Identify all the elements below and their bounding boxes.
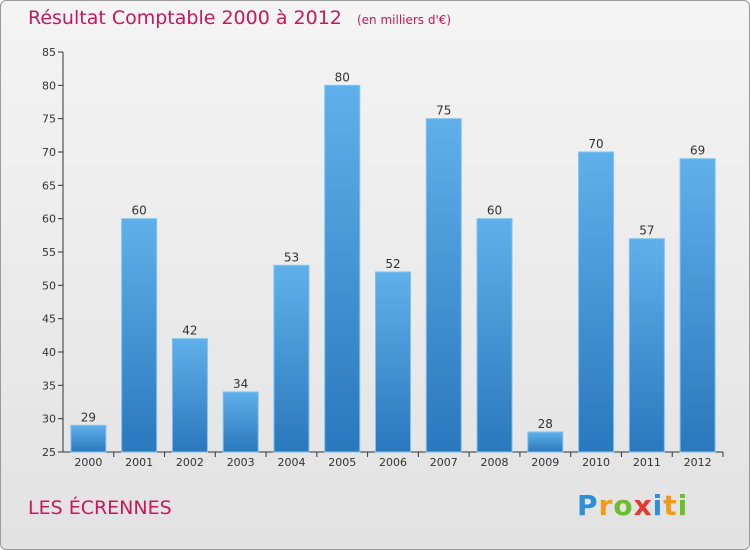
x-tick-label: 2012 xyxy=(684,456,712,469)
y-tick-label: 55 xyxy=(42,246,56,259)
bar-2007 xyxy=(425,118,462,453)
y-tick-label: 30 xyxy=(42,413,56,426)
bar-2001 xyxy=(121,218,158,453)
logo-letter: o xyxy=(613,489,634,522)
logo-letter: x xyxy=(633,489,653,522)
bar-2011 xyxy=(628,238,665,453)
y-tick-label: 45 xyxy=(42,313,56,326)
x-tick-label: 2000 xyxy=(74,456,102,469)
data-label: 29 xyxy=(81,410,96,424)
commune-name: LES ÉCRENNES xyxy=(28,497,172,519)
logo-letter: i xyxy=(677,489,689,522)
chart-title-block: Résultat Comptable 2000 à 2012 (en milli… xyxy=(28,7,451,29)
logo-letter: P xyxy=(577,489,599,522)
bar-2006 xyxy=(375,271,411,453)
bar-2003 xyxy=(222,391,259,453)
y-tick-label: 65 xyxy=(42,179,56,192)
bar-2005 xyxy=(324,84,361,453)
y-tick-label: 50 xyxy=(42,279,56,292)
bar-2009 xyxy=(527,431,564,453)
x-tick-label: 2001 xyxy=(125,456,153,469)
bar-2010 xyxy=(578,151,615,453)
bar-2008 xyxy=(476,218,513,453)
logo-letter: i xyxy=(652,489,664,522)
data-label: 60 xyxy=(487,204,502,218)
x-tick-label: 2002 xyxy=(176,456,204,469)
y-tick-label: 40 xyxy=(42,346,56,359)
data-label: 42 xyxy=(182,324,197,338)
data-label: 70 xyxy=(588,137,603,151)
x-tick-label: 2003 xyxy=(227,456,255,469)
y-tick-label: 60 xyxy=(42,213,56,226)
bar-2012 xyxy=(679,158,716,453)
data-label: 69 xyxy=(690,144,705,158)
chart-title: Résultat Comptable 2000 à 2012 xyxy=(28,7,342,29)
unit-label: (en milliers d'€) xyxy=(356,13,452,27)
logo-letter: t xyxy=(663,489,678,522)
data-label: 52 xyxy=(385,257,400,271)
data-label: 28 xyxy=(538,417,553,431)
proxiti-logo[interactable]: Proxiti xyxy=(577,489,688,522)
x-tick-label: 2006 xyxy=(379,456,407,469)
y-tick-label: 70 xyxy=(42,146,56,159)
bars xyxy=(70,84,716,453)
bar-2002 xyxy=(171,338,208,453)
data-label: 75 xyxy=(436,104,451,118)
x-tick-label: 2007 xyxy=(430,456,458,469)
y-tick-label: 85 xyxy=(42,46,56,59)
x-tick-label: 2010 xyxy=(582,456,610,469)
labels: 2000 29 2001 60 2002 42 2003 34 2004 53 2005 80 2006… xyxy=(74,70,711,469)
x-tick-label: 2004 xyxy=(277,456,305,469)
x-tick-label: 2005 xyxy=(328,456,356,469)
data-label: 60 xyxy=(132,204,147,218)
x-tick-label: 2008 xyxy=(481,456,509,469)
bar-2004 xyxy=(273,264,310,453)
data-label: 80 xyxy=(335,70,350,84)
y-tick-label: 35 xyxy=(42,379,56,392)
x-tick-label: 2011 xyxy=(633,456,661,469)
x-tick-label: 2009 xyxy=(531,456,559,469)
logo-letter: r xyxy=(598,489,614,522)
y-tick-label: 75 xyxy=(42,113,56,126)
bar-2000 xyxy=(70,424,107,453)
data-label: 53 xyxy=(284,250,299,264)
y-tick-label: 80 xyxy=(42,79,56,92)
data-label: 57 xyxy=(639,224,654,238)
y-tick-label: 25 xyxy=(42,446,56,459)
data-label: 34 xyxy=(233,377,248,391)
